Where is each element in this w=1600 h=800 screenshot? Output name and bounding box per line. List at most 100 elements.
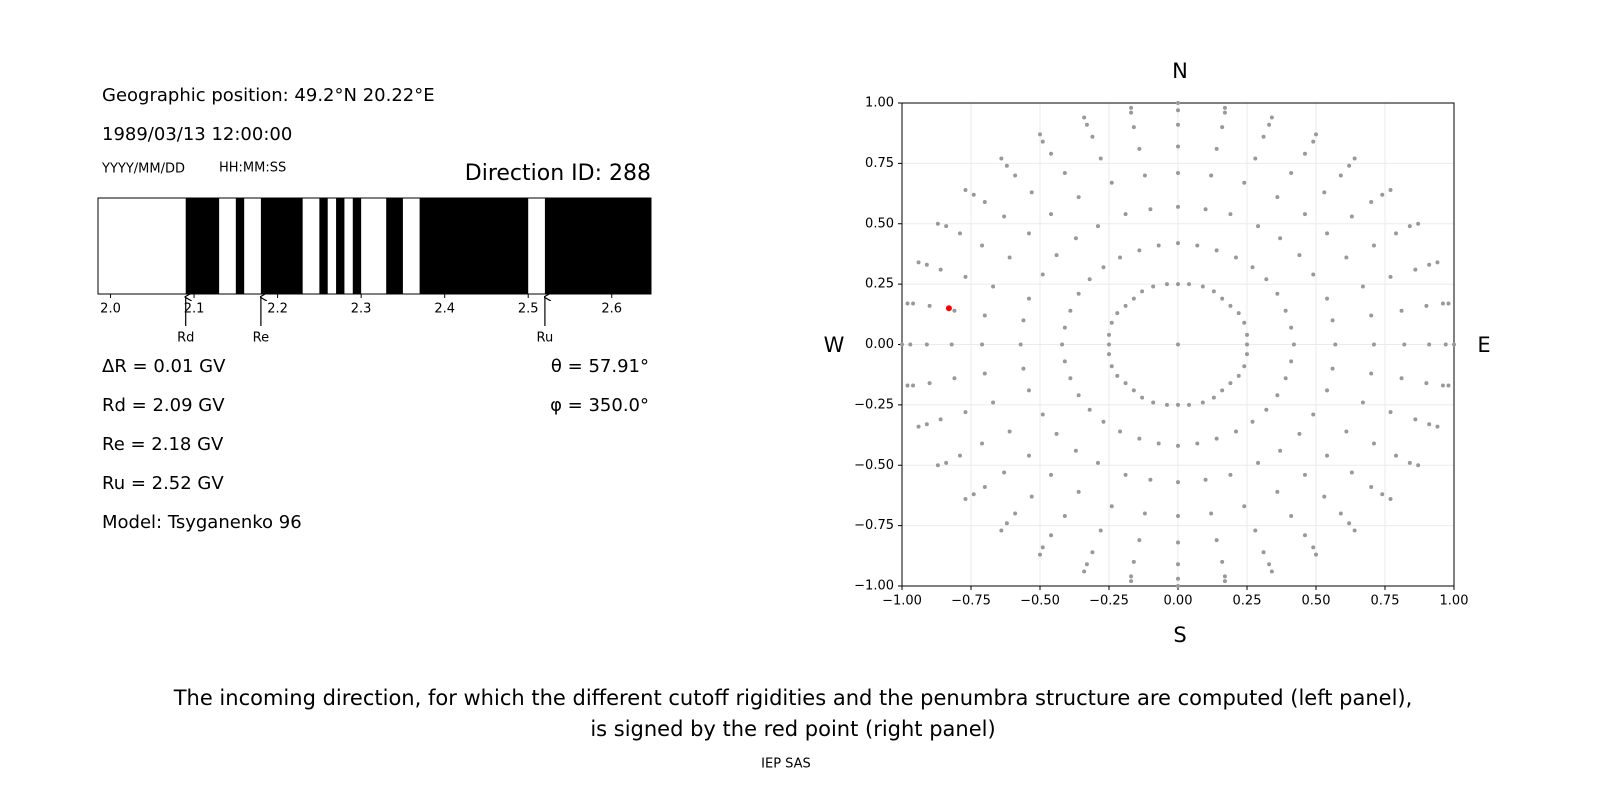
direction-point bbox=[1004, 521, 1009, 526]
direction-point bbox=[1176, 540, 1180, 545]
direction-point bbox=[1261, 550, 1266, 555]
direction-point bbox=[1176, 402, 1180, 407]
direction-point bbox=[963, 274, 968, 279]
direction-point bbox=[1347, 521, 1352, 526]
direction-point bbox=[1107, 342, 1111, 347]
direction-point bbox=[905, 301, 910, 306]
direction-point bbox=[1347, 163, 1352, 168]
direction-point bbox=[1040, 545, 1045, 550]
direction-point bbox=[1302, 212, 1307, 217]
direction-point bbox=[1137, 248, 1142, 253]
direction-point bbox=[1267, 562, 1272, 567]
direction-point bbox=[1424, 381, 1429, 386]
direction-point bbox=[971, 492, 976, 497]
direction-point bbox=[1200, 400, 1205, 405]
direction-point bbox=[1040, 272, 1045, 277]
direction-point bbox=[927, 381, 932, 386]
direction-point bbox=[1314, 132, 1318, 137]
direction-point bbox=[1107, 352, 1111, 357]
direction-point bbox=[1026, 231, 1031, 236]
date-time: 1989/03/13 12:00:00 bbox=[102, 124, 292, 145]
direction-point bbox=[1209, 511, 1214, 516]
direction-point bbox=[1084, 122, 1089, 127]
model: Model: Tsyganenko 96 bbox=[102, 512, 302, 533]
direction-point bbox=[991, 284, 996, 289]
x-tick-label: 1.00 bbox=[1440, 594, 1469, 609]
direction-point bbox=[1222, 110, 1227, 115]
direction-point bbox=[1118, 255, 1123, 260]
direction-point bbox=[1140, 395, 1145, 400]
direction-point bbox=[1297, 253, 1302, 258]
direction-point bbox=[980, 243, 985, 248]
direction-point bbox=[1060, 342, 1065, 347]
compass-south: S bbox=[1173, 623, 1186, 647]
forbidden-band bbox=[235, 198, 245, 294]
y-tick-label: −1.00 bbox=[854, 579, 894, 594]
direction-point bbox=[1338, 511, 1343, 516]
direction-point bbox=[963, 187, 968, 192]
direction-point bbox=[1344, 429, 1349, 434]
x-tick-label: 2.6 bbox=[601, 302, 622, 317]
direction-point bbox=[1278, 236, 1283, 241]
direction-point bbox=[1018, 342, 1023, 347]
direction-point bbox=[1176, 562, 1180, 567]
direction-point bbox=[1176, 241, 1180, 246]
direction-point bbox=[1203, 477, 1208, 482]
rd-value: Rd = 2.09 GV bbox=[102, 395, 225, 416]
direction-point bbox=[1148, 207, 1153, 212]
direction-point bbox=[1109, 320, 1114, 325]
direction-point bbox=[1176, 171, 1180, 176]
direction-point bbox=[1330, 318, 1335, 323]
direction-point bbox=[1413, 267, 1418, 272]
direction-point bbox=[1443, 342, 1448, 347]
direction-point bbox=[1220, 559, 1225, 564]
x-tick-label: 2.5 bbox=[518, 302, 539, 317]
direction-point bbox=[1021, 366, 1026, 371]
direction-point bbox=[1176, 144, 1180, 149]
direction-point bbox=[1302, 472, 1307, 477]
direction-point bbox=[1402, 342, 1407, 347]
y-tick-label: −0.50 bbox=[854, 458, 894, 473]
direction-point bbox=[982, 200, 987, 205]
x-tick-label: 2.4 bbox=[434, 302, 455, 317]
direction-point bbox=[1302, 533, 1307, 538]
direction-point bbox=[1325, 296, 1330, 301]
direction-point bbox=[1123, 381, 1128, 386]
direction-point bbox=[1004, 163, 1009, 168]
direction-point bbox=[1344, 255, 1349, 260]
y-tick-label: 0.75 bbox=[865, 156, 894, 171]
direction-point bbox=[1090, 134, 1095, 139]
direction-point bbox=[1245, 352, 1249, 357]
direction-point bbox=[1233, 255, 1238, 260]
direction-point bbox=[1176, 204, 1180, 209]
x-tick-label: 0.00 bbox=[1164, 594, 1193, 609]
direction-point bbox=[1176, 513, 1180, 518]
direction-point bbox=[1407, 224, 1412, 229]
time-format: HH:MM:SS bbox=[219, 161, 286, 176]
direction-point bbox=[952, 308, 957, 313]
direction-point bbox=[1256, 224, 1261, 229]
y-tick-label: 0.50 bbox=[865, 216, 894, 231]
direction-point bbox=[1214, 436, 1219, 441]
direction-point bbox=[1076, 393, 1081, 398]
direction-point bbox=[1176, 576, 1180, 581]
direction-point bbox=[1452, 342, 1456, 347]
direction-point bbox=[1090, 550, 1095, 555]
direction-point bbox=[1399, 376, 1404, 381]
direction-point bbox=[1076, 291, 1081, 296]
direction-point bbox=[1195, 243, 1200, 248]
direction-point bbox=[982, 371, 987, 376]
x-tick-label: 0.25 bbox=[1233, 594, 1262, 609]
direction-point bbox=[1253, 528, 1258, 533]
direction-point bbox=[1076, 195, 1081, 200]
direction-point bbox=[1013, 173, 1018, 178]
direction-point bbox=[1369, 313, 1374, 318]
direction-point bbox=[1087, 277, 1092, 282]
direction-point bbox=[1029, 190, 1034, 195]
direction-point bbox=[1291, 342, 1296, 347]
direction-point bbox=[945, 305, 952, 312]
direction-point bbox=[952, 376, 957, 381]
direction-point bbox=[908, 342, 913, 347]
forbidden-band bbox=[419, 198, 529, 294]
direction-point bbox=[1038, 552, 1042, 557]
